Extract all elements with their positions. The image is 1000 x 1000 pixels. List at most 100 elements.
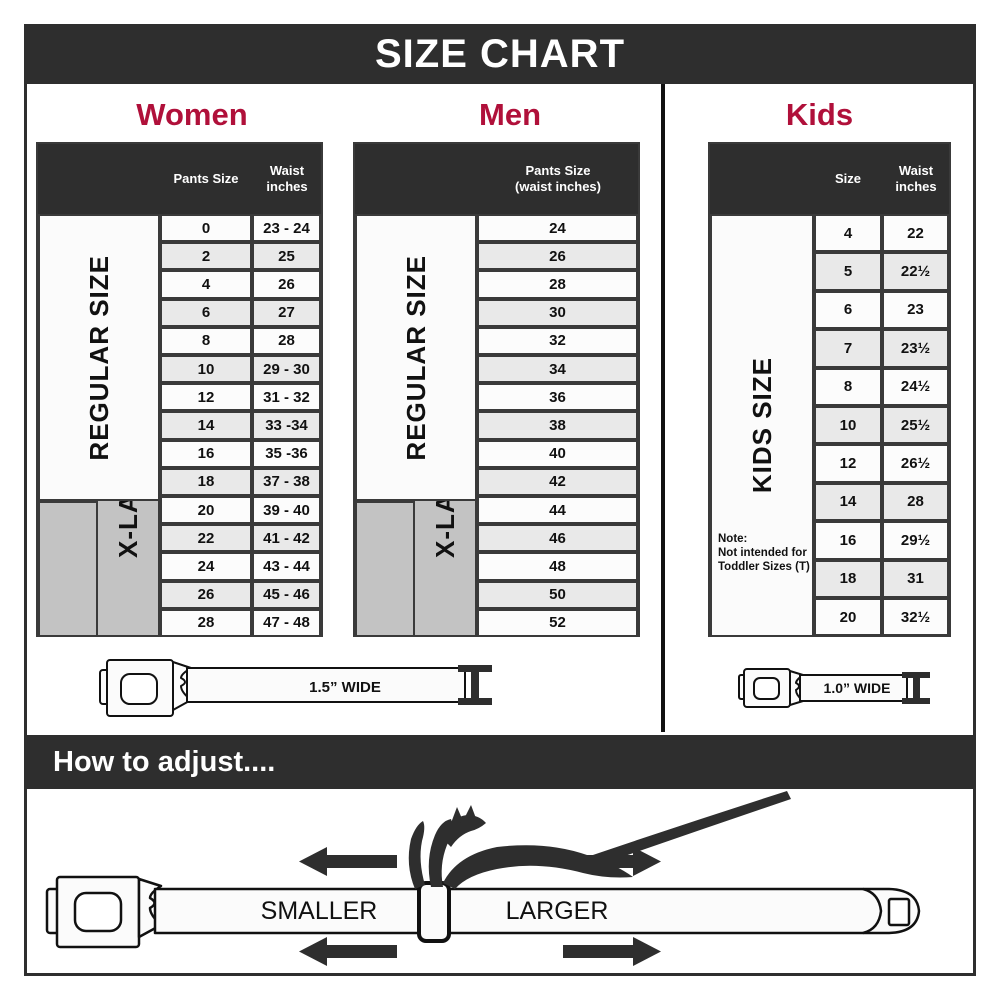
arrow-larger-bottom	[563, 937, 661, 966]
kids-cell: 23½	[882, 329, 949, 368]
women-cell: 39 - 40	[252, 496, 321, 525]
arrow-smaller-bottom	[299, 937, 397, 966]
how-to-adjust-heading: How to adjust....	[53, 745, 276, 778]
women-cell: 47 - 48	[252, 608, 321, 637]
kids-cell: 31	[882, 559, 949, 598]
men-cell: 32	[477, 326, 638, 355]
kids-cell: 32½	[882, 598, 949, 637]
men-regular-size-block: REGULAR SIZE	[355, 214, 477, 501]
hand-icon	[408, 791, 791, 889]
arrow-smaller-top	[299, 847, 397, 876]
men-cell: 42	[477, 467, 638, 496]
kids-belt-dimension-marker	[902, 672, 930, 704]
kids-cell: 22	[882, 214, 949, 253]
women-cell: 27	[252, 298, 321, 327]
men-cell: 26	[477, 242, 638, 271]
section-heading-kids: Kids	[785, 97, 854, 132]
women-cell: 22	[160, 524, 252, 553]
men-regular-size-label: REGULAR SIZE	[400, 254, 431, 461]
kids-cell: 4	[814, 214, 882, 253]
kids-table-header: Size Waist inches	[710, 144, 949, 214]
larger-label: LARGER	[506, 897, 609, 925]
kids-cell: 10	[814, 406, 882, 445]
women-cell: 0	[160, 214, 252, 243]
women-cell: 6	[160, 298, 252, 327]
women-cell: 18	[160, 467, 252, 496]
kids-belt-diagram: 1.0” WIDE	[735, 660, 955, 720]
women-cell: 4	[160, 270, 252, 299]
women-cell: 41 - 42	[252, 524, 321, 553]
women-cell: 24	[160, 552, 252, 581]
women-cell: 23 - 24	[252, 214, 321, 243]
women-cell: 14	[160, 411, 252, 440]
women-cell: 20	[160, 496, 252, 525]
smaller-label: SMALLER	[261, 897, 378, 925]
women-cell: 45 - 46	[252, 580, 321, 609]
kids-cell: 14	[814, 482, 882, 522]
women-cell: 31 - 32	[252, 383, 321, 412]
kids-cell: 28	[882, 482, 949, 522]
men-cell: 24	[477, 214, 638, 243]
kids-cell: 8	[814, 367, 882, 406]
section-heading-men: Men	[479, 97, 541, 132]
section-heading-women: Women	[136, 97, 248, 132]
kids-note: Note: Not intended for Toddler Sizes (T)	[718, 533, 810, 573]
women-cell: 35 -36	[252, 439, 321, 468]
section-women: Women Pants Size Waist inches REGULAR SIZ…	[27, 84, 357, 732]
belt-keeper	[417, 881, 451, 943]
women-cell: 16	[160, 439, 252, 468]
kids-belt-width-label: 1.0” WIDE	[824, 680, 891, 696]
men-cell: 52	[477, 608, 638, 637]
women-cell: 25	[252, 242, 321, 271]
kids-cell: 23	[882, 290, 949, 330]
kids-cell: 5	[814, 252, 882, 291]
kids-cell: 22½	[882, 252, 949, 291]
kids-cell: 12	[814, 444, 882, 483]
women-cell: 29 - 30	[252, 355, 321, 384]
women-col-header-1: Waist inches	[266, 163, 308, 194]
women-cell: 2	[160, 242, 252, 271]
men-cell: 28	[477, 270, 638, 299]
men-cell: 50	[477, 580, 638, 609]
women-cell: 12	[160, 383, 252, 412]
men-cell: 48	[477, 552, 638, 581]
women-cell: 8	[160, 326, 252, 355]
adjust-belt-svg: SMALLER LARGER	[45, 791, 921, 966]
men-cell: 30	[477, 298, 638, 327]
women-cell: 37 - 38	[252, 467, 321, 496]
women-table-header: Pants Size Waist inches	[38, 144, 321, 214]
men-cell: 44	[477, 496, 638, 525]
kids-cell: 6	[814, 290, 882, 330]
kids-cell: 26½	[882, 444, 949, 483]
kids-size-table: Size Waist inches KIDS SIZE Note: Not int…	[708, 142, 951, 637]
women-regular-size-label: REGULAR SIZE	[83, 254, 114, 461]
women-cell: 43 - 44	[252, 552, 321, 581]
kids-belt-svg: 1.0” WIDE	[738, 668, 930, 708]
size-columns: Women Pants Size Waist inches REGULAR SIZ…	[27, 84, 973, 732]
adult-belt-dimension-marker	[458, 665, 492, 705]
women-col-header-0: Pants Size	[173, 171, 239, 186]
kids-col-header-1: Waist inches	[895, 163, 937, 194]
women-cell: 28	[160, 608, 252, 637]
kids-cell: 16	[814, 521, 882, 560]
how-to-adjust-body: SMALLER LARGER	[27, 789, 973, 973]
women-cell: 28	[252, 326, 321, 355]
kids-cell: 7	[814, 329, 882, 368]
page-title-bar: SIZE CHART	[24, 24, 976, 84]
how-to-adjust-bar: How to adjust....	[27, 735, 973, 789]
men-size-table: Pants Size(waist inches) REGULAR SIZE X-…	[353, 142, 640, 637]
column-divider	[661, 84, 665, 732]
women-cell: 10	[160, 355, 252, 384]
arrow-larger-top	[563, 847, 661, 876]
women-cell: 26	[252, 270, 321, 299]
adult-belt-diagram: 1.5” WIDE	[95, 648, 525, 728]
women-regular-size-block: REGULAR SIZE	[38, 214, 160, 501]
men-cell: 38	[477, 411, 638, 440]
women-cell: 26	[160, 580, 252, 609]
kids-size-label: KIDS SIZE	[746, 357, 777, 494]
men-cell: 36	[477, 383, 638, 412]
section-men: Men Pants Size (waist inches) REGULAR SIZ…	[353, 84, 663, 732]
men-cell: 40	[477, 439, 638, 468]
